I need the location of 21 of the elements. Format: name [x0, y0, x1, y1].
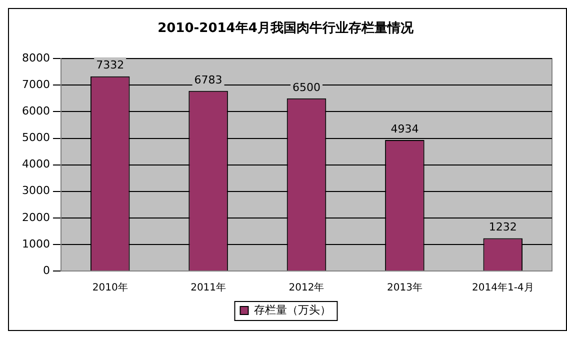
data-label: 7332 [96, 58, 124, 72]
chart-title: 2010-2014年4月我国肉牛行业存栏量情况 [158, 20, 414, 36]
legend-label: 存栏量（万头） [254, 303, 331, 316]
y-tick-label: 7000 [22, 78, 50, 92]
data-label: 1232 [488, 220, 517, 234]
data-label: 4934 [390, 122, 419, 136]
x-tick-label: 2013年 [386, 282, 422, 294]
x-tick-label: 2014年1-4月 [472, 282, 534, 294]
y-tick-label: 1000 [22, 237, 50, 250]
x-tick-label: 2010年 [92, 282, 128, 294]
y-tick-label: 4000 [22, 158, 50, 171]
x-tick-label: 2012年 [288, 282, 324, 294]
data-label: 6783 [194, 73, 222, 86]
data-label: 6500 [292, 80, 320, 94]
y-tick-label: 5000 [22, 131, 50, 144]
y-tick-label: 3000 [22, 184, 50, 198]
y-tick-label: 0 [42, 264, 50, 277]
y-tick-label: 2000 [22, 210, 50, 224]
y-tick-label: 8000 [22, 51, 50, 64]
x-tick-label: 2011年 [190, 282, 226, 294]
y-tick-label: 6000 [22, 104, 50, 118]
